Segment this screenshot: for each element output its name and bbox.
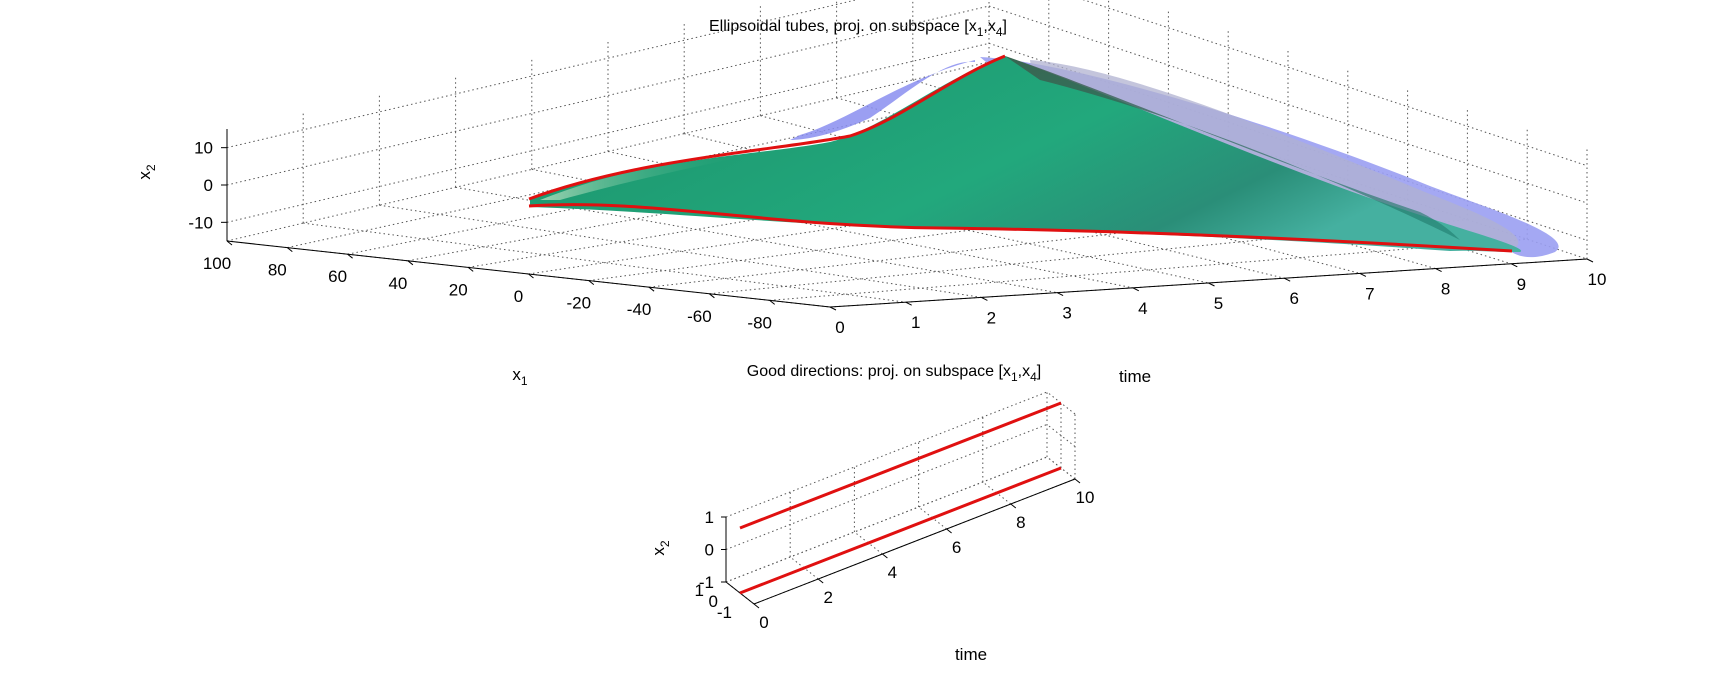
time-tick-label: 10: [1076, 488, 1095, 507]
time-tick-label: 3: [1062, 304, 1071, 323]
x1-tick-label: -40: [627, 300, 652, 319]
time-tick-mark: [905, 301, 912, 306]
x1-tick-label: -60: [687, 307, 712, 326]
time-tick-mark: [1132, 287, 1140, 292]
floor-grid-line-time: [684, 133, 1285, 279]
direction-line-1: [739, 401, 1062, 530]
time-tick-mark: [753, 603, 760, 609]
back-wall-grid-line: [725, 391, 1048, 518]
time-tick-mark: [1208, 282, 1215, 287]
time-tick-label: 2: [823, 588, 832, 607]
x1-tick-mark: [226, 240, 233, 246]
time-tick-mark: [1074, 478, 1081, 484]
x1-tick-label: 1: [695, 581, 704, 600]
x2-tick-label: -10: [188, 213, 213, 232]
x1-tick-mark: [347, 253, 353, 259]
x1-tick-label: 0: [514, 287, 523, 306]
time-tick-label: 5: [1214, 294, 1223, 313]
time-tick-mark: [1283, 277, 1291, 282]
x1-tick-mark: [709, 293, 715, 299]
directions-plot-grid: [725, 391, 1076, 605]
time-tick-mark: [1435, 268, 1442, 273]
time-tick-label: 10: [1588, 270, 1607, 289]
floor-grid-line-x1: [649, 199, 1408, 288]
floor-grid-line: [918, 506, 947, 530]
time-tick-mark: [946, 528, 952, 534]
time-tick-label: 0: [835, 318, 844, 337]
time-axis-line: [753, 478, 1076, 605]
x1-tick-label: -20: [567, 294, 592, 313]
x1-tick-mark: [467, 267, 474, 272]
tube-plot-title: Ellipsoidal tubes, proj. on subspace [x1…: [709, 18, 1007, 39]
x1-tick-label: 40: [388, 274, 407, 293]
tube-boundary-curves: [528, 54, 1513, 253]
time-tick-label: 7: [1365, 284, 1374, 303]
time-tick-label: 1: [911, 313, 920, 332]
directions-plot-series: [739, 401, 1062, 595]
tube-plot-x1-label: x1: [512, 365, 528, 388]
time-tick-label: 8: [1016, 513, 1025, 532]
floor-grid-line: [854, 531, 883, 555]
x1-tick-label: -80: [747, 313, 772, 332]
side-wall-grid-line: [1046, 391, 1076, 415]
tube-plot-time-label: time: [1119, 367, 1151, 386]
time-tick-mark: [1586, 258, 1594, 263]
x1-tick-label: 100: [203, 254, 231, 273]
time-tick-label: 0: [759, 613, 768, 632]
directions-plot-time-label: time: [955, 645, 987, 664]
x1-tick-mark: [286, 247, 293, 252]
inner-tube-surface: [530, 56, 1522, 252]
directions-plot-x2-label: x2: [649, 540, 672, 556]
x2-tick-label: 1: [705, 508, 714, 527]
floor-grid-line-time: [455, 186, 1058, 294]
time-tick-mark: [1511, 263, 1518, 268]
x1-tick-label: 0: [709, 592, 718, 611]
directions-plot: Good directions: proj. on subspace [x1,x…: [649, 363, 1094, 664]
x2-tick-label: 10: [194, 139, 213, 158]
x1-tick-label: 80: [268, 261, 287, 280]
time-tick-mark: [882, 553, 888, 559]
x1-tick-mark: [407, 260, 414, 266]
floor-grid-line: [982, 481, 1012, 505]
x1-tick-label: 20: [449, 280, 468, 299]
x2-tick-label: 0: [204, 176, 213, 195]
back-wall-grid-line: [725, 424, 1048, 550]
time-tick-mark: [829, 306, 837, 311]
time-tick-label: 4: [888, 563, 897, 582]
tube-plot: Ellipsoidal tubes, proj. on subspace [x1…: [135, 0, 1606, 388]
x1-tick-mark: [648, 286, 655, 292]
time-tick-mark: [1056, 292, 1064, 297]
x2-tick-label: -1: [699, 573, 714, 592]
side-wall-grid-line: [988, 5, 1588, 204]
back-wall-grid-line: [725, 456, 1048, 583]
time-tick-label: 6: [1289, 289, 1298, 308]
x2-tick-label: 0: [705, 541, 714, 560]
time-tick-label: 8: [1441, 280, 1450, 299]
x1-tick-label: 60: [328, 267, 347, 286]
x1-tick-mark: [769, 300, 776, 305]
floor-grid-line-x1: [769, 238, 1528, 301]
side-wall-grid-line: [1046, 456, 1076, 480]
time-tick-mark: [981, 296, 988, 301]
time-tick-label: 2: [987, 308, 996, 327]
time-tick-mark: [1010, 503, 1017, 509]
directions-plot-title: Good directions: proj. on subspace [x1,x…: [747, 363, 1041, 384]
x1-tick-label: -1: [717, 603, 732, 622]
time-tick-label: 4: [1138, 299, 1147, 318]
floor-grid-line-x1: [588, 179, 1348, 282]
tube-plot-axes: 100 80 60 40 20 0 -20 -40 -60 -80 0 1 2 3 4 5 6 7 8 9 10100-…: [188, 129, 1606, 337]
time-tick-label: 9: [1517, 275, 1526, 294]
direction-line-2: [739, 466, 1062, 595]
side-wall-grid-line: [1082, 0, 1588, 167]
time-tick-label: 6: [952, 538, 961, 557]
x1-tick-mark: [528, 273, 534, 279]
tube-plot-x2-label: x2: [135, 164, 158, 180]
x1-tick-mark: [588, 280, 595, 285]
time-tick-mark: [817, 578, 824, 584]
time-tick-mark: [1359, 272, 1367, 277]
floor-grid-line: [789, 556, 819, 580]
side-wall-grid-line: [1046, 424, 1076, 447]
